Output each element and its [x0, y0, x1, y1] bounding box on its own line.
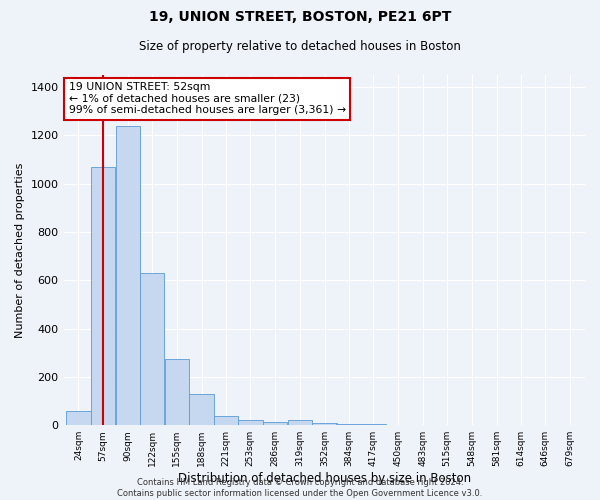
Bar	[287, 420, 312, 425]
Bar	[238, 420, 263, 425]
Text: 19 UNION STREET: 52sqm
← 1% of detached houses are smaller (23)
99% of semi-deta: 19 UNION STREET: 52sqm ← 1% of detached …	[69, 82, 346, 115]
Bar	[164, 359, 189, 425]
Text: Contains HM Land Registry data © Crown copyright and database right 2024.
Contai: Contains HM Land Registry data © Crown c…	[118, 478, 482, 498]
Bar	[116, 126, 140, 425]
Bar	[190, 394, 214, 425]
Y-axis label: Number of detached properties: Number of detached properties	[15, 162, 25, 338]
Bar	[140, 273, 164, 425]
Text: 19, UNION STREET, BOSTON, PE21 6PT: 19, UNION STREET, BOSTON, PE21 6PT	[149, 10, 451, 24]
Bar	[66, 410, 91, 425]
Bar	[263, 422, 287, 425]
Bar	[313, 423, 337, 425]
Bar	[337, 424, 361, 425]
Text: Size of property relative to detached houses in Boston: Size of property relative to detached ho…	[139, 40, 461, 53]
Bar	[91, 167, 115, 425]
Bar	[361, 424, 386, 425]
X-axis label: Distribution of detached houses by size in Boston: Distribution of detached houses by size …	[178, 472, 471, 485]
Bar	[214, 416, 238, 425]
